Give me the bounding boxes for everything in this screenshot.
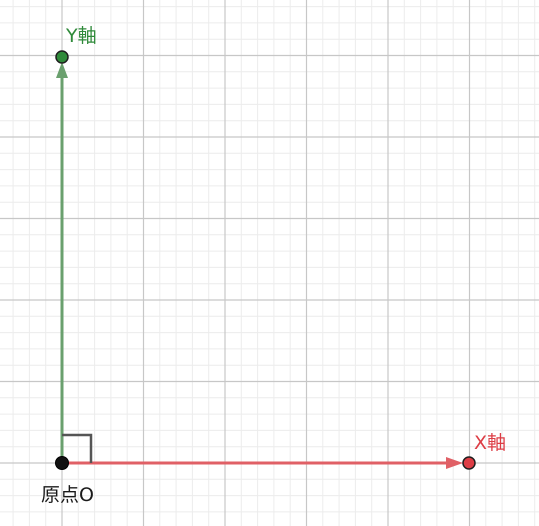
origin-point[interactable] [55,456,69,470]
x-axis-label: X軸 [474,432,506,454]
origin-label: 原点O [41,484,94,506]
y-axis-arrowhead [56,62,68,78]
y-axis-label: Y軸 [65,25,97,47]
x-axis-endpoint[interactable] [462,456,476,470]
right-angle-marker [62,433,93,463]
x-axis-arrowhead [446,457,463,469]
y-axis-endpoint[interactable] [55,50,69,64]
